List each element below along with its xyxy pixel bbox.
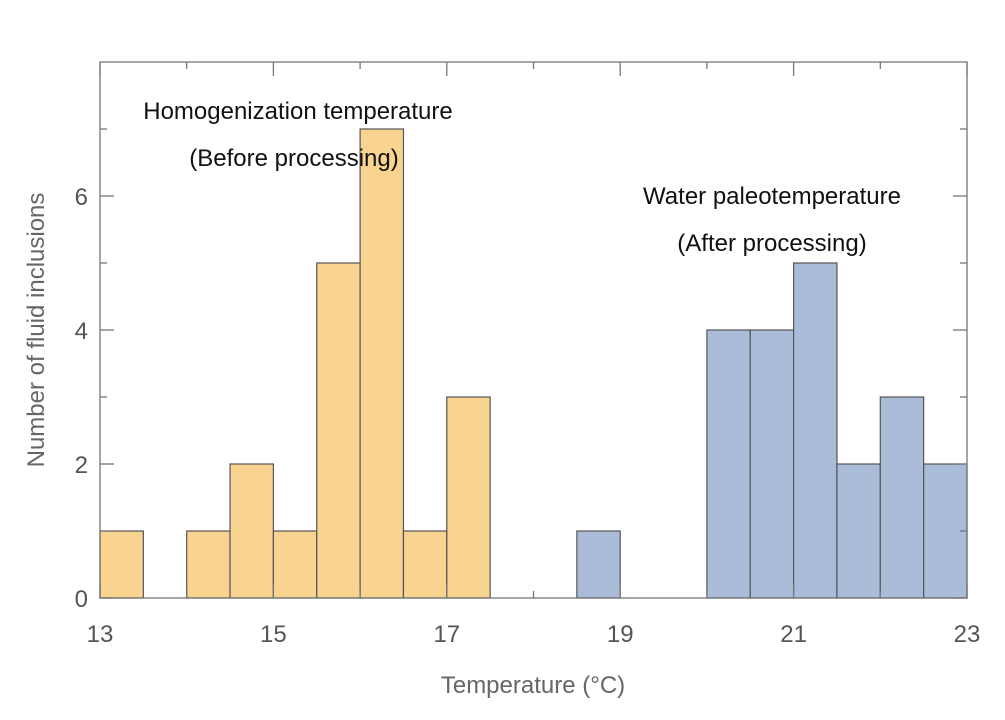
histogram-bar xyxy=(229,463,275,599)
annotation-after-line1: Water paleotemperature xyxy=(643,183,901,210)
x-tick-label: 21 xyxy=(780,621,807,648)
x-axis-label: Temperature (°C) xyxy=(441,672,625,699)
y-tick-label: 0 xyxy=(75,586,88,613)
y-tick-label: 2 xyxy=(75,452,88,479)
histogram-bar xyxy=(576,530,621,599)
x-tick-label: 15 xyxy=(260,621,287,648)
histogram-bar xyxy=(749,329,795,599)
histogram-bar xyxy=(446,396,491,599)
bars xyxy=(99,128,968,599)
histogram-bar xyxy=(706,329,751,599)
x-tick-label: 17 xyxy=(433,621,460,648)
x-tick-labels: 13 15 17 19 21 23 xyxy=(87,621,981,648)
histogram-bar xyxy=(316,262,361,599)
plot-frame xyxy=(99,61,968,599)
x-tick-label: 19 xyxy=(607,621,634,648)
x-tick-label: 13 xyxy=(87,621,114,648)
annotation-before-line1: Homogenization temperature xyxy=(143,98,453,125)
annotation-before-line2: (Before processing) xyxy=(189,145,398,172)
histogram-bar xyxy=(186,530,231,599)
histogram-bar xyxy=(402,530,448,599)
y-axis-label: Number of fluid inclusions xyxy=(23,193,50,468)
annotation-after-line2: (After processing) xyxy=(677,230,866,257)
y-tick-labels: 0 2 4 6 xyxy=(75,184,88,613)
x-tick-label: 23 xyxy=(954,621,981,648)
histogram-bar xyxy=(879,396,925,599)
histogram-bar xyxy=(836,463,881,599)
y-tick-label: 4 xyxy=(75,318,88,345)
y-tick-label: 6 xyxy=(75,184,88,211)
histogram-bar xyxy=(359,128,405,599)
histogram-bar xyxy=(272,530,318,599)
histogram-bar xyxy=(99,530,144,599)
histogram-bar xyxy=(792,262,838,599)
